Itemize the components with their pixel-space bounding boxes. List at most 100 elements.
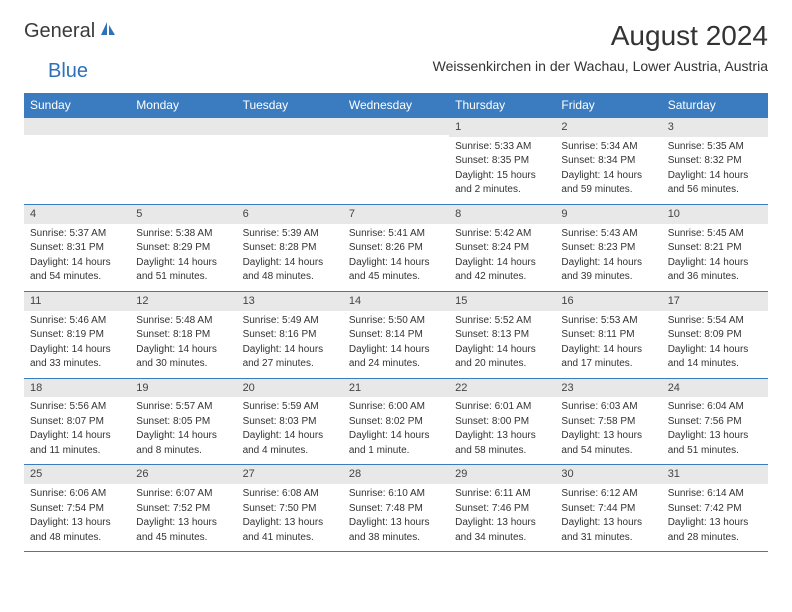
day-sunrise: Sunrise: 5:48 AM xyxy=(136,314,230,328)
day-content: Sunrise: 5:43 AMSunset: 8:23 PMDaylight:… xyxy=(555,224,661,291)
calendar-header-row: Sunday Monday Tuesday Wednesday Thursday… xyxy=(24,93,768,117)
day-daylight2: and 33 minutes. xyxy=(30,357,124,371)
calendar-day-cell: 15Sunrise: 5:52 AMSunset: 8:13 PMDayligh… xyxy=(449,291,555,378)
calendar-week-row: 18Sunrise: 5:56 AMSunset: 8:07 PMDayligh… xyxy=(24,378,768,465)
day-sunset: Sunset: 8:21 PM xyxy=(668,241,762,255)
day-sunrise: Sunrise: 5:34 AM xyxy=(561,140,655,154)
day-sunrise: Sunrise: 6:07 AM xyxy=(136,487,230,501)
day-daylight1: Daylight: 14 hours xyxy=(668,256,762,270)
day-content: Sunrise: 5:46 AMSunset: 8:19 PMDaylight:… xyxy=(24,311,130,378)
day-number: 17 xyxy=(662,291,768,311)
day-sunset: Sunset: 7:48 PM xyxy=(349,502,443,516)
day-number: 9 xyxy=(555,204,661,224)
day-daylight2: and 41 minutes. xyxy=(243,531,337,545)
logo: General xyxy=(24,20,119,43)
day-sunset: Sunset: 8:24 PM xyxy=(455,241,549,255)
weekday-header: Thursday xyxy=(449,93,555,117)
weekday-header: Monday xyxy=(130,93,236,117)
day-daylight1: Daylight: 14 hours xyxy=(136,429,230,443)
day-number: 26 xyxy=(130,464,236,484)
day-daylight1: Daylight: 13 hours xyxy=(455,429,549,443)
day-sunset: Sunset: 7:44 PM xyxy=(561,502,655,516)
day-sunrise: Sunrise: 5:43 AM xyxy=(561,227,655,241)
weekday-header: Friday xyxy=(555,93,661,117)
day-sunset: Sunset: 7:46 PM xyxy=(455,502,549,516)
day-daylight1: Daylight: 14 hours xyxy=(136,343,230,357)
day-daylight2: and 56 minutes. xyxy=(668,183,762,197)
day-content: Sunrise: 6:08 AMSunset: 7:50 PMDaylight:… xyxy=(237,484,343,551)
day-daylight1: Daylight: 14 hours xyxy=(349,256,443,270)
day-sunrise: Sunrise: 5:49 AM xyxy=(243,314,337,328)
day-number xyxy=(24,117,130,135)
day-content: Sunrise: 5:39 AMSunset: 8:28 PMDaylight:… xyxy=(237,224,343,291)
day-content: Sunrise: 5:54 AMSunset: 8:09 PMDaylight:… xyxy=(662,311,768,378)
day-daylight1: Daylight: 13 hours xyxy=(561,429,655,443)
day-sunset: Sunset: 8:28 PM xyxy=(243,241,337,255)
day-sunset: Sunset: 8:18 PM xyxy=(136,328,230,342)
day-content: Sunrise: 5:33 AMSunset: 8:35 PMDaylight:… xyxy=(449,137,555,204)
day-sunrise: Sunrise: 5:41 AM xyxy=(349,227,443,241)
calendar-grid: Sunday Monday Tuesday Wednesday Thursday… xyxy=(24,93,768,552)
day-daylight1: Daylight: 14 hours xyxy=(243,256,337,270)
calendar-day-cell: 31Sunrise: 6:14 AMSunset: 7:42 PMDayligh… xyxy=(662,464,768,552)
day-number: 2 xyxy=(555,117,661,137)
day-daylight2: and 51 minutes. xyxy=(668,444,762,458)
day-content: Sunrise: 6:07 AMSunset: 7:52 PMDaylight:… xyxy=(130,484,236,551)
day-number: 1 xyxy=(449,117,555,137)
day-number: 21 xyxy=(343,378,449,398)
day-daylight1: Daylight: 14 hours xyxy=(668,169,762,183)
calendar-day-cell: 27Sunrise: 6:08 AMSunset: 7:50 PMDayligh… xyxy=(237,464,343,552)
day-content: Sunrise: 5:49 AMSunset: 8:16 PMDaylight:… xyxy=(237,311,343,378)
day-daylight1: Daylight: 15 hours xyxy=(455,169,549,183)
day-daylight2: and 1 minute. xyxy=(349,444,443,458)
calendar-week-row: 25Sunrise: 6:06 AMSunset: 7:54 PMDayligh… xyxy=(24,464,768,552)
day-daylight2: and 54 minutes. xyxy=(561,444,655,458)
day-content: Sunrise: 5:59 AMSunset: 8:03 PMDaylight:… xyxy=(237,397,343,464)
calendar-day-cell xyxy=(343,117,449,204)
calendar-day-cell: 3Sunrise: 5:35 AMSunset: 8:32 PMDaylight… xyxy=(662,117,768,204)
day-sunrise: Sunrise: 6:12 AM xyxy=(561,487,655,501)
day-number: 27 xyxy=(237,464,343,484)
calendar-day-cell xyxy=(24,117,130,204)
day-daylight2: and 58 minutes. xyxy=(455,444,549,458)
day-daylight2: and 2 minutes. xyxy=(455,183,549,197)
day-number: 25 xyxy=(24,464,130,484)
day-daylight1: Daylight: 14 hours xyxy=(349,343,443,357)
day-sunset: Sunset: 8:02 PM xyxy=(349,415,443,429)
weekday-header: Saturday xyxy=(662,93,768,117)
day-content: Sunrise: 5:56 AMSunset: 8:07 PMDaylight:… xyxy=(24,397,130,464)
day-sunrise: Sunrise: 5:53 AM xyxy=(561,314,655,328)
day-daylight1: Daylight: 13 hours xyxy=(668,429,762,443)
day-daylight2: and 14 minutes. xyxy=(668,357,762,371)
day-number xyxy=(237,117,343,135)
day-daylight2: and 34 minutes. xyxy=(455,531,549,545)
calendar-day-cell xyxy=(237,117,343,204)
day-sunrise: Sunrise: 5:54 AM xyxy=(668,314,762,328)
day-content: Sunrise: 5:34 AMSunset: 8:34 PMDaylight:… xyxy=(555,137,661,204)
day-sunset: Sunset: 8:14 PM xyxy=(349,328,443,342)
day-sunset: Sunset: 8:35 PM xyxy=(455,154,549,168)
day-sunrise: Sunrise: 5:33 AM xyxy=(455,140,549,154)
day-daylight1: Daylight: 13 hours xyxy=(668,516,762,530)
day-sunrise: Sunrise: 5:42 AM xyxy=(455,227,549,241)
day-number: 24 xyxy=(662,378,768,398)
day-daylight2: and 39 minutes. xyxy=(561,270,655,284)
day-sunrise: Sunrise: 6:06 AM xyxy=(30,487,124,501)
day-daylight2: and 8 minutes. xyxy=(136,444,230,458)
day-daylight2: and 51 minutes. xyxy=(136,270,230,284)
day-sunrise: Sunrise: 5:57 AM xyxy=(136,400,230,414)
day-sunset: Sunset: 8:00 PM xyxy=(455,415,549,429)
day-sunrise: Sunrise: 6:04 AM xyxy=(668,400,762,414)
day-sunset: Sunset: 7:50 PM xyxy=(243,502,337,516)
day-sunset: Sunset: 8:16 PM xyxy=(243,328,337,342)
calendar-day-cell: 22Sunrise: 6:01 AMSunset: 8:00 PMDayligh… xyxy=(449,378,555,465)
calendar-day-cell: 20Sunrise: 5:59 AMSunset: 8:03 PMDayligh… xyxy=(237,378,343,465)
day-daylight1: Daylight: 14 hours xyxy=(561,256,655,270)
day-sunrise: Sunrise: 5:37 AM xyxy=(30,227,124,241)
day-number: 3 xyxy=(662,117,768,137)
day-daylight1: Daylight: 14 hours xyxy=(561,169,655,183)
calendar-day-cell: 19Sunrise: 5:57 AMSunset: 8:05 PMDayligh… xyxy=(130,378,236,465)
day-content: Sunrise: 5:37 AMSunset: 8:31 PMDaylight:… xyxy=(24,224,130,291)
day-sunset: Sunset: 8:31 PM xyxy=(30,241,124,255)
month-title: August 2024 xyxy=(433,20,768,52)
